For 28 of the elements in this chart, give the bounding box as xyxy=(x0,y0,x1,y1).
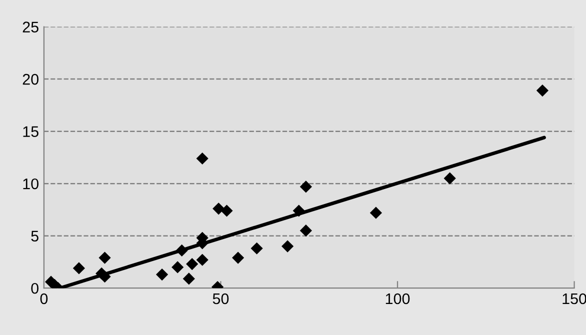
point xyxy=(98,252,111,264)
point xyxy=(156,268,168,281)
point xyxy=(536,84,549,97)
point xyxy=(182,272,195,285)
point xyxy=(220,204,233,217)
point xyxy=(250,242,263,254)
point xyxy=(444,172,456,184)
x-tick-label: 0 xyxy=(40,293,48,304)
point xyxy=(370,206,382,219)
point xyxy=(281,240,294,252)
y-tick-label: 5 xyxy=(31,230,38,242)
point xyxy=(196,152,208,165)
point xyxy=(300,180,312,193)
y-tick-label: 10 xyxy=(23,178,38,190)
point xyxy=(300,224,312,237)
point xyxy=(186,258,198,270)
point xyxy=(72,262,86,274)
y-tick-label: 25 xyxy=(22,22,38,32)
point xyxy=(172,261,184,274)
point xyxy=(196,254,208,266)
y-tick-label: 20 xyxy=(22,74,38,85)
point xyxy=(212,202,225,215)
x-tick-label: 50 xyxy=(212,293,229,304)
y-tick-label: 0 xyxy=(31,282,38,294)
x-tick-label: 150 xyxy=(562,293,586,304)
point xyxy=(232,252,244,264)
y-tick-label: 15 xyxy=(23,126,38,138)
x-tick-label: 100 xyxy=(386,293,410,304)
